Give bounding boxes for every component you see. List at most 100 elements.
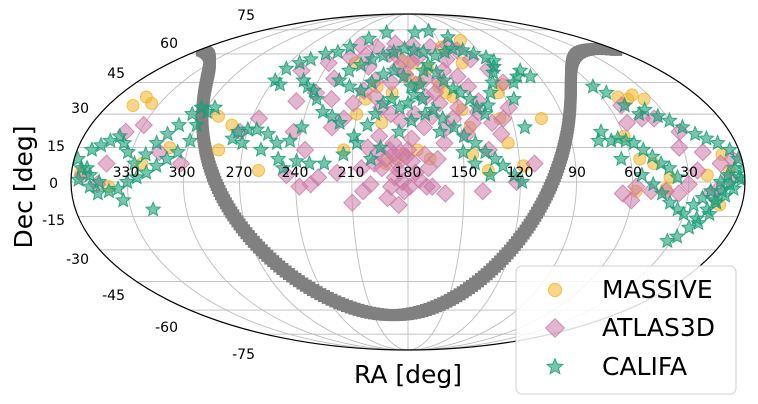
califa-point — [420, 22, 438, 39]
califa-point — [584, 77, 602, 94]
califa-point — [513, 173, 531, 190]
califa-point — [181, 132, 199, 148]
ra-tick-label: 150 — [451, 165, 478, 181]
califa-point — [479, 96, 497, 113]
califa-point — [331, 114, 349, 131]
califa-point — [484, 63, 502, 80]
califa-point — [426, 46, 444, 63]
atlas3d-point — [97, 154, 116, 173]
califa-point — [395, 67, 412, 84]
atlas3d-point — [343, 193, 362, 212]
califa-point — [274, 159, 292, 176]
califa-point — [477, 143, 494, 160]
califa-point — [308, 90, 326, 107]
legend: MASSIVE ATLAS3D CALIFA — [515, 265, 737, 395]
massive-point — [534, 112, 548, 126]
dec-tick-label: 75 — [237, 8, 255, 24]
legend-label-massive: MASSIVE — [602, 275, 713, 304]
atlas3d-point — [389, 195, 408, 215]
califa-point — [455, 127, 473, 144]
atlas3d-point — [525, 154, 544, 173]
califa-point — [644, 175, 662, 192]
massive-point — [212, 143, 226, 157]
atlas3d-point — [352, 158, 371, 178]
califa-point — [363, 73, 381, 90]
califa-point — [291, 54, 308, 71]
califa-point — [148, 157, 165, 174]
califa-point — [674, 118, 691, 135]
ra-tick-label: 120 — [507, 165, 534, 181]
califa-point — [71, 170, 87, 187]
atlas3d-point — [353, 182, 373, 201]
califa-point — [330, 71, 348, 88]
ra-tick-label: 210 — [338, 165, 365, 181]
califa-point — [431, 123, 449, 139]
califa-point — [708, 193, 725, 210]
califa-point — [511, 61, 529, 78]
califa-point — [360, 29, 378, 46]
califa-point — [649, 107, 667, 124]
atlas3d-point — [384, 133, 403, 153]
califa-point — [505, 90, 523, 107]
atlas3d-point — [693, 142, 712, 162]
califa-point — [716, 187, 734, 203]
califa-point — [428, 63, 445, 80]
califa-point — [334, 145, 352, 162]
dec-tick-label: -60 — [155, 320, 178, 336]
atlas3d-point — [613, 184, 633, 203]
grid-meridian — [182, 13, 409, 351]
califa-point — [661, 193, 679, 210]
dec-tick-label: 15 — [47, 139, 65, 155]
atlas3d-point — [617, 113, 637, 133]
massive-point — [501, 136, 515, 150]
califa-point — [383, 90, 401, 107]
califa-point — [439, 28, 457, 45]
califa-point — [385, 43, 403, 60]
califa-point — [268, 134, 286, 151]
atlas3d-point — [417, 177, 436, 196]
y-axis-label: Dec [deg] — [9, 126, 38, 249]
califa-point — [702, 182, 720, 199]
atlas3d-point — [670, 138, 689, 157]
atlas3d-point — [419, 158, 438, 178]
califa-point — [419, 56, 437, 73]
califa-point — [158, 150, 176, 167]
califa-point — [612, 150, 630, 167]
califa-point — [252, 141, 270, 158]
ra-tick-label: 270 — [226, 165, 253, 181]
dec-tick-label: -30 — [66, 252, 89, 268]
califa-point — [486, 150, 504, 167]
atlas3d-point — [492, 124, 511, 144]
califa-point — [726, 159, 743, 176]
atlas3d-point — [327, 163, 347, 182]
califa-point — [271, 75, 289, 92]
atlas3d-point — [428, 149, 447, 169]
califa-point — [416, 105, 434, 122]
atlas3d-point — [134, 115, 153, 135]
califa-point — [390, 123, 408, 139]
califa-point — [118, 173, 136, 190]
califa-point — [616, 96, 634, 113]
califa-point — [340, 61, 358, 78]
massive-point — [126, 98, 140, 112]
califa-point — [315, 154, 333, 171]
atlas3d-point — [435, 133, 454, 153]
califa-point — [701, 205, 718, 222]
califa-point — [352, 81, 370, 98]
califa-point — [341, 38, 359, 55]
califa-point — [302, 50, 320, 67]
califa-point — [451, 83, 469, 100]
califa-point — [277, 59, 295, 76]
atlas3d-point — [449, 98, 468, 117]
legend-marker-califa — [545, 357, 565, 375]
califa-point — [374, 46, 392, 63]
legend-label-califa: CALIFA — [602, 352, 687, 381]
dec-tick-label: 60 — [160, 36, 178, 52]
califa-point — [435, 71, 453, 88]
califa-point — [669, 168, 686, 185]
califa-point — [269, 150, 287, 167]
dec-tick-label: -45 — [102, 288, 125, 304]
atlas3d-point — [688, 161, 707, 180]
califa-point — [494, 157, 512, 174]
califa-point — [101, 132, 119, 148]
